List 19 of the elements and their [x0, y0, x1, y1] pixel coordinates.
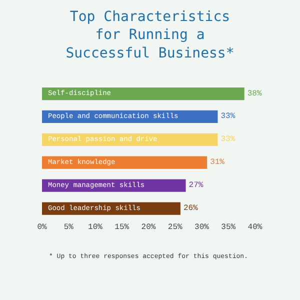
- x-tick-label: 15%: [114, 223, 130, 232]
- bar: [42, 202, 180, 215]
- x-tick-label: 0%: [37, 223, 47, 232]
- chart-title: Top Characteristics for Running a Successful Business*: [66, 9, 234, 62]
- x-tick-label: 35%: [221, 223, 236, 232]
- bar: [42, 87, 244, 100]
- data-label: 27%: [188, 181, 204, 190]
- x-tick-label: 40%: [248, 223, 262, 232]
- data-label: 31%: [210, 158, 225, 168]
- x-tick-label: 25%: [168, 223, 183, 232]
- x-tick-label: 10%: [88, 223, 103, 232]
- data-label: 33%: [220, 135, 236, 144]
- bar: [42, 156, 208, 169]
- x-tick-label: 5%: [64, 223, 74, 232]
- data-label: 38%: [247, 89, 262, 98]
- data-label: 26%: [183, 204, 198, 214]
- x-tick-label: 20%: [141, 223, 156, 232]
- data-label: 33%: [220, 112, 236, 122]
- x-tick-label: 30%: [194, 223, 210, 232]
